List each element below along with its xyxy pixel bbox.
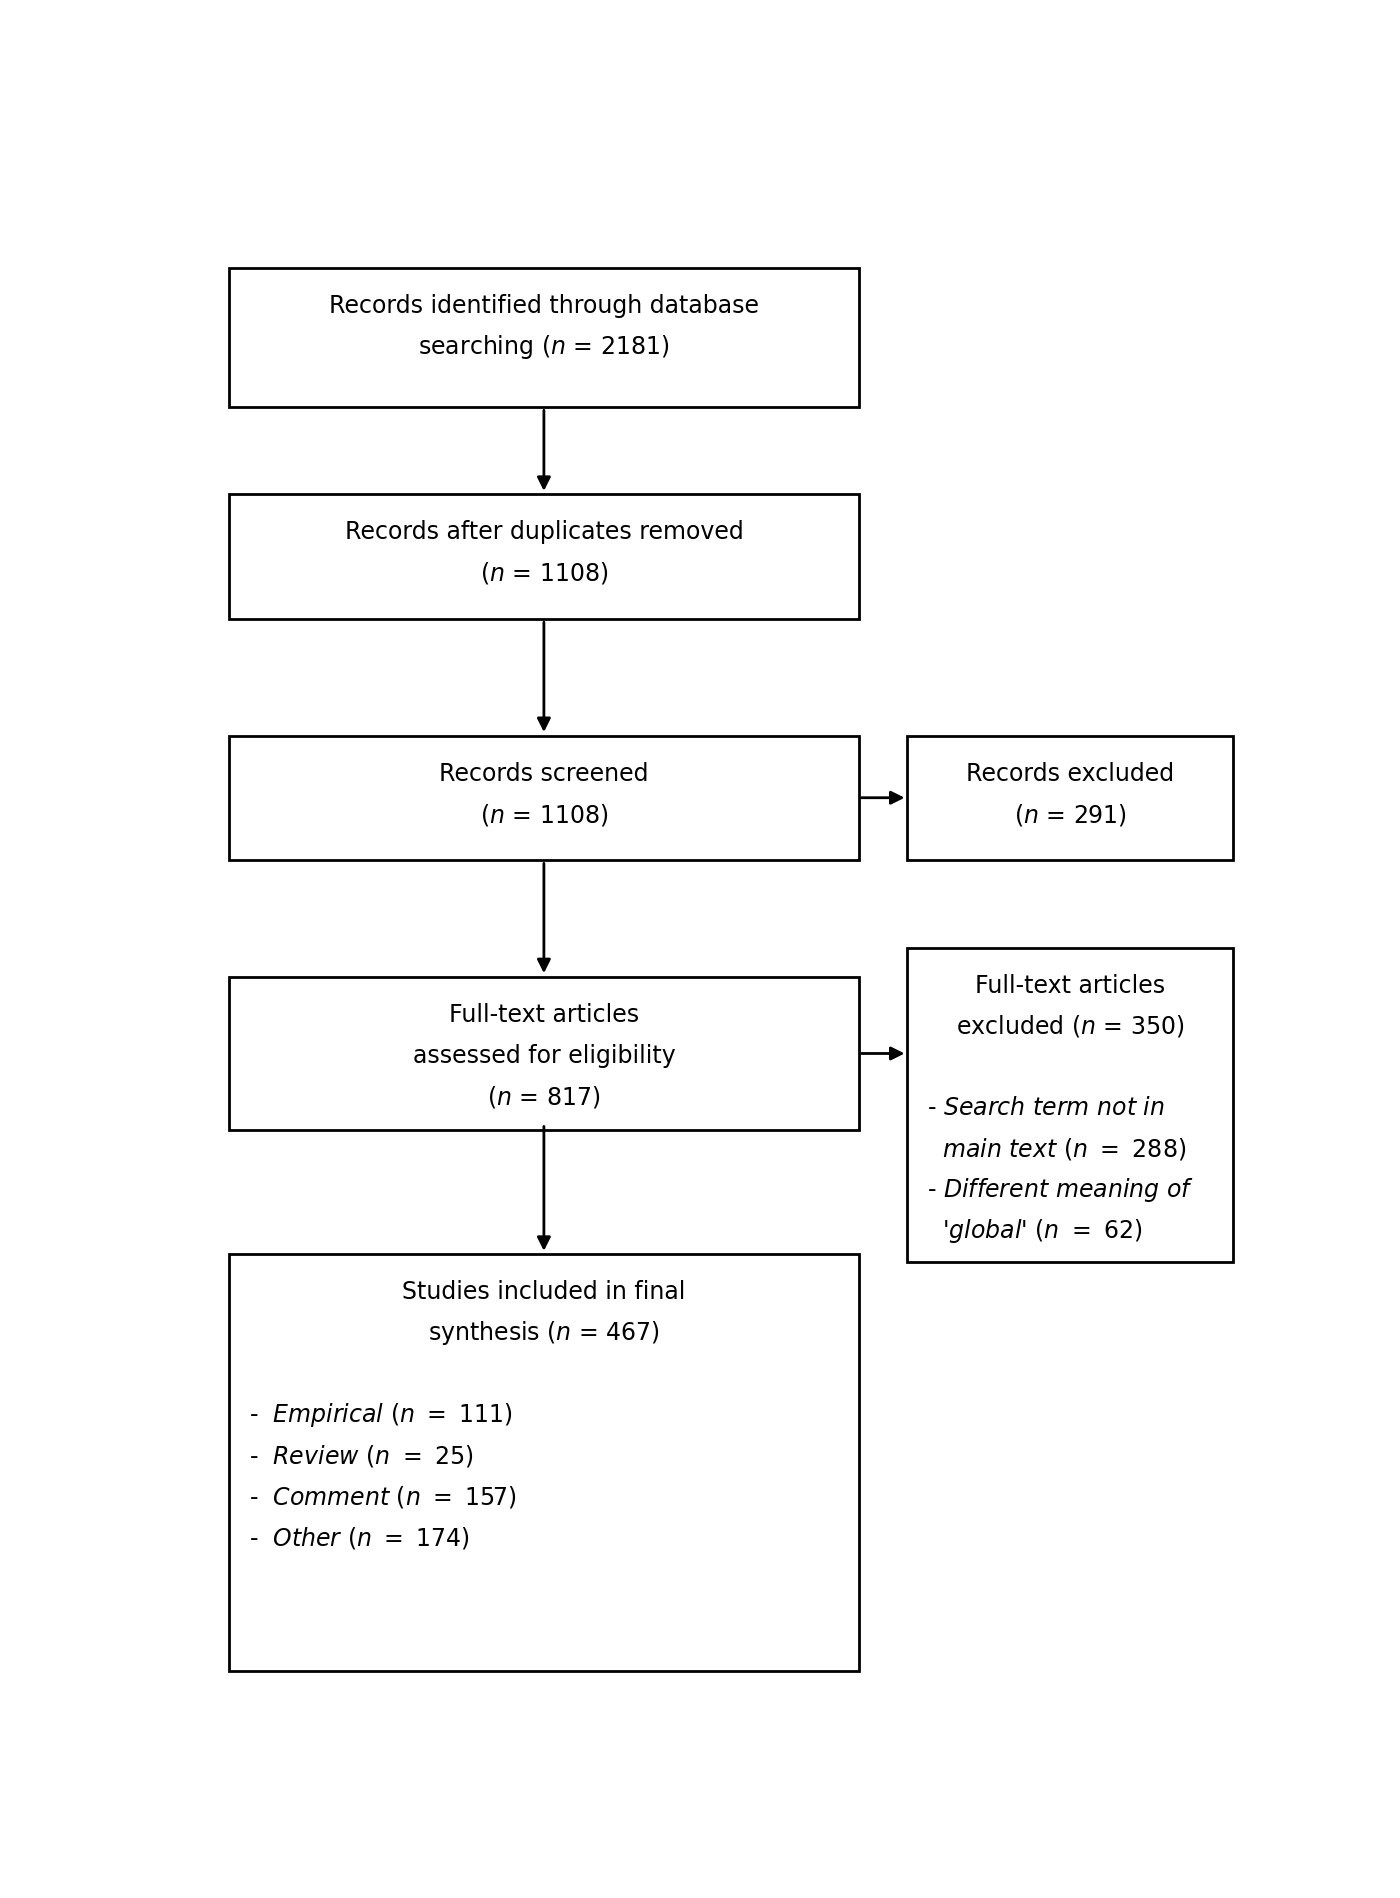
Text: ($n$ = 1108): ($n$ = 1108) [480,560,608,586]
Text: synthesis ($n$ = 467): synthesis ($n$ = 467) [428,1319,659,1348]
Text: -  $\it{Empirical\ (n\ =\ 111)}$: - $\it{Empirical\ (n\ =\ 111)}$ [249,1401,512,1429]
Text: Records after duplicates removed: Records after duplicates removed [344,520,743,545]
Text: Studies included in final: Studies included in final [402,1281,686,1304]
Text: Full-text articles: Full-text articles [974,974,1165,998]
Text: -  $\it{Comment\ (n\ =\ 157)}$: - $\it{Comment\ (n\ =\ 157)}$ [249,1484,517,1511]
Text: - $\it{Different\ meaning\ of}$: - $\it{Different\ meaning\ of}$ [927,1177,1194,1203]
Text: - $\it{Search\ term\ not\ in}$: - $\it{Search\ term\ not\ in}$ [927,1097,1165,1120]
Bar [230,1255,858,1670]
Bar [230,736,858,860]
Text: ($n$ = 291): ($n$ = 291) [1014,801,1127,828]
Text: $\it{main\ text\ (n\ =\ 288)}$: $\it{main\ text\ (n\ =\ 288)}$ [927,1137,1186,1162]
Bar [907,947,1233,1262]
Bar [230,268,858,406]
Text: $\it{\text{'}global\text{'}\ (n\ =\ 62)}$: $\it{\text{'}global\text{'}\ (n\ =\ 62)}… [927,1217,1142,1245]
Text: ($n$ = 817): ($n$ = 817) [487,1084,601,1110]
Text: Records screened: Records screened [440,761,648,786]
Text: searching ($n$ = 2181): searching ($n$ = 2181) [419,332,669,361]
Text: Records identified through database: Records identified through database [329,294,759,319]
Text: Full-text articles: Full-text articles [449,1002,638,1027]
Text: -  $\it{Review\ (n\ =\ 25)}$: - $\it{Review\ (n\ =\ 25)}$ [249,1442,473,1469]
Text: Records excluded: Records excluded [966,761,1175,786]
Text: ($n$ = 1108): ($n$ = 1108) [480,801,608,828]
Text: excluded ($n$ = 350): excluded ($n$ = 350) [956,1014,1184,1040]
Text: assessed for eligibility: assessed for eligibility [413,1044,675,1069]
Bar [230,977,858,1129]
Bar [230,495,858,619]
Bar [907,736,1233,860]
Text: -  $\it{Other\ (n\ =\ 174)}$: - $\it{Other\ (n\ =\ 174)}$ [249,1524,470,1551]
